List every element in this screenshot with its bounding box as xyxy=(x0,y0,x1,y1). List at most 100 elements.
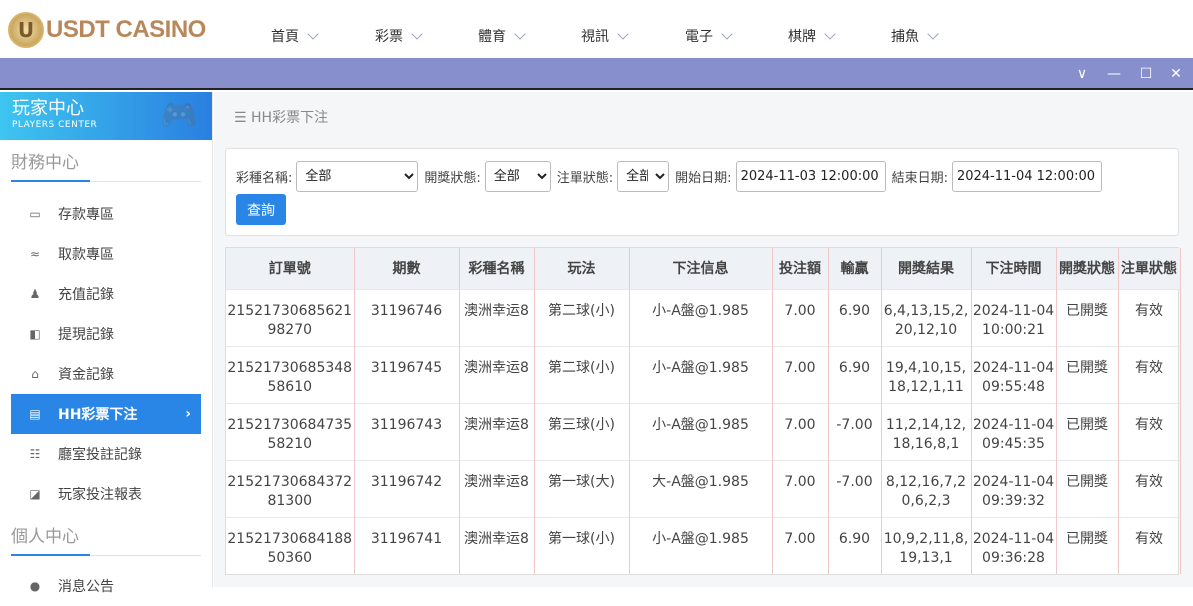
table-cell: 31196743 xyxy=(354,402,460,460)
main-content: ☰ HH彩票下注 彩種名稱: 全部 開獎狀態: 全部 注單狀態: 全部 開始日期… xyxy=(214,92,1193,587)
maximize-button[interactable]: ☐ xyxy=(1139,66,1153,82)
table-cell: 澳洲幸运8 xyxy=(459,459,535,517)
card-icon: ▭ xyxy=(29,207,41,221)
column-header: 輸贏 xyxy=(828,248,882,289)
table-cell: 已開獎 xyxy=(1056,345,1119,403)
table-cell: 小-A盤@1.985 xyxy=(629,345,773,403)
table-cell: 有效 xyxy=(1118,459,1181,517)
table-cell: 有效 xyxy=(1118,288,1181,346)
table-cell: 有效 xyxy=(1118,516,1181,574)
hand-money-icon: ≈ xyxy=(29,247,41,261)
lottery-select[interactable]: 全部 xyxy=(296,161,419,192)
sidebar-item[interactable]: ▭ 存款專區 xyxy=(29,207,114,223)
wallet-icon: ◧ xyxy=(29,327,41,341)
minimize-button[interactable]: — xyxy=(1107,66,1121,82)
list-bullets-icon: ☷ xyxy=(29,447,41,461)
gamepad-icon: 🎮 xyxy=(160,98,198,133)
nav-item[interactable]: 彩票 xyxy=(375,26,423,46)
nav-item[interactable]: 視訊 xyxy=(581,26,629,46)
query-button[interactable]: 查詢 xyxy=(236,194,286,225)
table-cell: 有效 xyxy=(1118,345,1181,403)
table-cell: 2152173068473558210 xyxy=(226,402,355,460)
table-cell: 澳洲幸运8 xyxy=(459,288,535,346)
sidebar-banner: 玩家中心 PLAYERS CENTER 🎮 xyxy=(0,92,212,140)
table-cell: 已開獎 xyxy=(1056,288,1119,346)
table-cell: 2152173068437281300 xyxy=(226,459,355,517)
end-date-input[interactable] xyxy=(951,161,1102,192)
nav-item[interactable]: 體育 xyxy=(478,26,526,46)
chevron-down-icon xyxy=(514,27,526,40)
table-cell: 7.00 xyxy=(772,459,829,517)
table-cell: 已開獎 xyxy=(1056,402,1119,460)
table-cell: 第三球(小) xyxy=(534,402,630,460)
nav-item[interactable]: 電子 xyxy=(685,26,733,46)
table-cell: 第一球(大) xyxy=(534,459,630,517)
sidebar-item[interactable]: ☷ 廳室投註記錄 xyxy=(29,447,142,463)
menu-icon[interactable]: ☰ xyxy=(234,110,247,126)
end-date-label: 結束日期: xyxy=(891,171,948,186)
table-cell: 31196742 xyxy=(354,459,460,517)
column-header: 玩法 xyxy=(534,248,630,289)
chevron-down-icon xyxy=(411,27,423,40)
sidebar-item[interactable]: ♟ 充值記錄 xyxy=(29,287,114,303)
sidebar-item[interactable]: ◧ 提現記錄 xyxy=(29,327,114,343)
window-bar: ∨ — ☐ ✕ xyxy=(0,58,1193,90)
table-cell: 31196745 xyxy=(354,345,460,403)
table-cell: 2024-11-04 09:45:35 xyxy=(971,402,1057,460)
logo[interactable]: U USDT CASINO xyxy=(8,12,206,48)
bet-status-select[interactable]: 全部 xyxy=(617,161,670,192)
table-cell: 8,12,16,7,20,6,2,3 xyxy=(881,459,972,517)
chevron-down-icon xyxy=(721,27,733,40)
column-header: 開獎結果 xyxy=(881,248,972,289)
nav-item[interactable]: 棋牌 xyxy=(788,26,836,46)
table-cell: 第二球(小) xyxy=(534,288,630,346)
start-date-input[interactable] xyxy=(735,161,886,192)
table-cell: 2024-11-04 09:55:48 xyxy=(971,345,1057,403)
table-cell: 19,4,10,15,18,12,1,11 xyxy=(881,345,972,403)
sidebar-item[interactable]: ≈ 取款專區 xyxy=(29,247,114,263)
table-row: 2152173068562198270 31196746 澳洲幸运8 第二球(小) 小-… xyxy=(226,288,1181,346)
sidebar-item[interactable]: ◪ 玩家投注報表 xyxy=(29,487,142,503)
sidebar-item-notice[interactable]: ● 消息公告 xyxy=(29,579,114,595)
table-cell: 11,2,14,12,18,16,8,1 xyxy=(881,402,972,460)
table-row: 2152173068534858610 31196745 澳洲幸运8 第二球(小) 小-… xyxy=(226,345,1181,403)
table-cell: 2024-11-04 10:00:21 xyxy=(971,288,1057,346)
sidebar: 玩家中心 PLAYERS CENTER 🎮 財務中心 ▭ 存款專區 ≈ 取款專區 ♟ 充值… xyxy=(0,92,213,595)
logo-icon: U xyxy=(8,12,44,48)
column-header: 下注時間 xyxy=(971,248,1057,289)
start-date-label: 開始日期: xyxy=(675,171,732,186)
table-cell: 第一球(小) xyxy=(534,516,630,574)
column-header: 期數 xyxy=(354,248,460,289)
table-cell: 2024-11-04 09:36:28 xyxy=(971,516,1057,574)
table-cell: 6.90 xyxy=(828,288,882,346)
bet-status-label: 注單狀態: xyxy=(556,171,614,186)
bets-table: 訂單號 期數 彩種名稱 玩法 下注信息 投注額 輸贏 開獎結果 下注時間 開獎狀態 注單狀態 215… xyxy=(225,247,1181,575)
column-header: 彩種名稱 xyxy=(459,248,535,289)
table-cell: 7.00 xyxy=(772,402,829,460)
table-cell: 小-A盤@1.985 xyxy=(629,402,773,460)
table-cell: 2152173068418850360 xyxy=(226,516,355,574)
table-cell: 31196741 xyxy=(354,516,460,574)
table-cell: 6,4,13,15,2,20,12,10 xyxy=(881,288,972,346)
draw-status-label: 開獎狀態: xyxy=(424,171,481,186)
logo-text: USDT CASINO xyxy=(46,16,206,43)
table-cell: 已開獎 xyxy=(1056,516,1119,574)
column-header: 注單狀態 xyxy=(1118,248,1181,289)
table-cell: 7.00 xyxy=(772,516,829,574)
table-cell: 6.90 xyxy=(828,345,882,403)
sidebar-item[interactable]: ▤ HH彩票下注 › xyxy=(11,394,201,434)
table-cell: 大-A盤@1.985 xyxy=(629,459,773,517)
table-cell: 小-A盤@1.985 xyxy=(629,516,773,574)
table-cell: 有效 xyxy=(1118,402,1181,460)
sidebar-item[interactable]: ⌂ 資金記錄 xyxy=(11,354,201,394)
draw-status-select[interactable]: 全部 xyxy=(484,161,551,192)
column-header: 訂單號 xyxy=(226,248,355,289)
sidebar-subtitle: PLAYERS CENTER xyxy=(12,120,98,130)
close-button[interactable]: ✕ xyxy=(1170,66,1182,82)
chevron-down-icon xyxy=(617,27,629,40)
nav-item[interactable]: 首頁 xyxy=(271,26,319,46)
chevron-down-icon xyxy=(307,27,319,40)
table-cell: 7.00 xyxy=(772,288,829,346)
nav-item[interactable]: 捕魚 xyxy=(891,26,939,46)
collapse-button[interactable]: ∨ xyxy=(1076,66,1088,82)
